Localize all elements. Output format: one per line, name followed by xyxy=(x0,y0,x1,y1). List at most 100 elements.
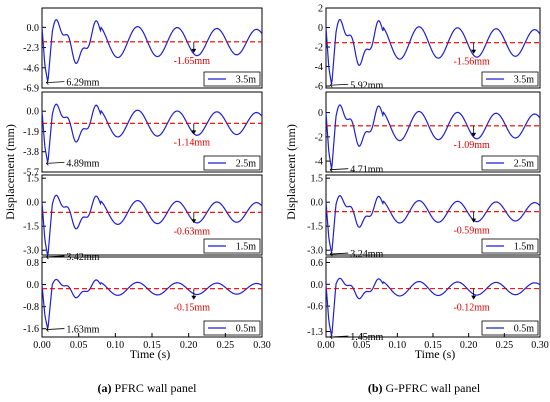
residual-arrow-head xyxy=(191,295,197,300)
legend-box xyxy=(481,238,539,254)
peak-arrow-head xyxy=(45,327,49,332)
left-caption-tag: (a) xyxy=(97,381,111,395)
residual-arrow-head xyxy=(471,132,477,137)
peak-arrow xyxy=(330,252,349,255)
x-tick-label: 0.30 xyxy=(253,340,271,351)
displacement-curve xyxy=(325,194,541,255)
x-tick-label: 0.15 xyxy=(424,340,442,351)
y-tick-label: -1.3 xyxy=(307,327,323,338)
x-tick-label: 0.10 xyxy=(107,340,125,351)
legend-label: 3.5m xyxy=(514,75,535,86)
y-tick-label: -3.0 xyxy=(307,246,323,257)
y-tick-label: 1.5 xyxy=(311,174,324,185)
x-tick-label: 0.15 xyxy=(143,340,161,351)
y-tick-label: -1.5 xyxy=(307,222,323,233)
displacement-curve xyxy=(325,104,541,170)
y-tick-label: -2.3 xyxy=(23,43,39,54)
panel-0-5m: 0.6 0.0 -0.6 -1.3 -0.12mm 1.45mm 0.5m xyxy=(307,256,541,343)
y-tick-label: -2 xyxy=(315,43,323,54)
peak-arrow-head xyxy=(45,80,49,85)
displacement-curve xyxy=(41,278,263,330)
left-x-axis-label: Time (s) xyxy=(130,347,171,361)
legend-box xyxy=(481,320,539,336)
peak-label: 1.45mm xyxy=(350,332,383,343)
legend-box xyxy=(481,71,539,87)
x-tick-label: 0.20 xyxy=(460,340,478,351)
panel-2-5m: 0 -2 -4 -1.09mm 4.71mm 2.5m xyxy=(315,91,541,176)
peak-arrow-head xyxy=(329,167,333,172)
left-caption: (a) PFRC wall panel xyxy=(97,381,197,395)
panel-frame xyxy=(325,7,541,89)
y-tick-label: 2 xyxy=(318,4,323,15)
x-tick-label: 0.25 xyxy=(217,340,235,351)
legend-label: 1.5m xyxy=(236,242,257,253)
residual-arrow-head xyxy=(191,48,197,53)
y-tick-label: 0.8 xyxy=(27,258,40,269)
peak-arrow xyxy=(330,83,349,86)
x-tick-label: 0.25 xyxy=(496,340,514,351)
legend-box xyxy=(481,155,539,171)
residual-label: -0.12mm xyxy=(453,303,490,314)
plot-layer: 0.0 -2.3 -4.6 -6.9 -1.65mm 6.29mm 3.5m 0.0 -1.9 -… xyxy=(23,4,549,352)
y-tick-label: -6 xyxy=(315,82,323,93)
peak-label: 1.63mm xyxy=(66,325,99,336)
left-caption-text: PFRC wall panel xyxy=(111,381,197,395)
legend-box xyxy=(203,238,261,254)
y-tick-label: 0.0 xyxy=(27,107,40,118)
y-tick-label: -4 xyxy=(315,62,323,73)
legend-label: 2.5m xyxy=(514,159,535,170)
peak-label: 5.92mm xyxy=(350,80,383,91)
residual-label: -1.56mm xyxy=(453,57,490,68)
peak-arrow xyxy=(330,168,349,171)
panel-2-5m: 0.0 -1.9 -3.8 -5.7 -1.14mm 4.89mm 2.5m xyxy=(23,91,263,179)
residual-arrow-head xyxy=(471,49,477,54)
y-tick-label: -4 xyxy=(315,157,323,168)
legend-box xyxy=(203,71,261,87)
legend-label: 0.5m xyxy=(236,324,257,335)
peak-label: 6.29mm xyxy=(66,78,99,89)
legend-label: 3.5m xyxy=(236,75,257,86)
peak-label: 3.24mm xyxy=(350,249,383,260)
residual-arrow-head xyxy=(471,218,477,223)
peak-label: 4.89mm xyxy=(66,158,99,169)
y-tick-label: -3.0 xyxy=(23,246,39,257)
y-tick-label: -1.9 xyxy=(23,127,39,138)
right-caption: (b) G-PFRC wall panel xyxy=(368,381,481,395)
legend-label: 2.5m xyxy=(236,159,257,170)
peak-arrow-head xyxy=(329,251,333,257)
x-tick-label: 0.00 xyxy=(317,340,335,351)
x-tick-label: 0.20 xyxy=(180,340,198,351)
panel-1-5m: 1.5 0.0 -1.5 -3.0 -0.59mm 3.24mm 1.5m xyxy=(307,174,541,260)
residual-label: -0.63mm xyxy=(174,226,211,237)
displacement-curve xyxy=(41,19,263,83)
displacement-curve xyxy=(325,277,541,338)
y-tick-label: -0.8 xyxy=(23,302,39,313)
x-tick-label: 0.30 xyxy=(531,340,549,351)
y-tick-label: -2 xyxy=(315,132,323,143)
y-tick-label: 0.0 xyxy=(311,198,324,209)
x-tick-label: 0.05 xyxy=(353,340,371,351)
y-tick-label: 1.5 xyxy=(27,174,40,185)
y-tick-label: -4.6 xyxy=(23,63,39,74)
residual-label: -1.14mm xyxy=(174,137,211,148)
y-tick-label: -0.6 xyxy=(307,302,323,313)
y-tick-label: -6.9 xyxy=(23,84,39,95)
y-tick-label: 0.0 xyxy=(27,23,40,34)
panel-0-5m: 0.8 0.0 -0.8 -1.6 -0.15mm 1.63mm 0.5m xyxy=(23,256,263,338)
panel-3-5m: 0.0 -2.3 -4.6 -6.9 -1.65mm 6.29mm 3.5m xyxy=(23,7,263,95)
panel-frame xyxy=(41,174,263,256)
legend-label: 0.5m xyxy=(514,324,535,335)
peak-arrow xyxy=(330,335,349,338)
legend-label: 1.5m xyxy=(514,242,535,253)
panel-frame xyxy=(325,91,541,173)
legend-box xyxy=(203,320,261,336)
legend-box xyxy=(203,155,261,171)
panel-frame xyxy=(41,91,263,173)
peak-arrow-head xyxy=(329,82,333,88)
residual-arrow-head xyxy=(191,130,197,135)
right-x-axis-label: Time (s) xyxy=(415,347,456,361)
chart-pfrc: 0.0 -2.3 -4.6 -6.9 -1.65mm 6.29mm 3.5m 0.0 -1.9 -… xyxy=(23,7,271,351)
right-caption-text: G-PFRC wall panel xyxy=(383,381,481,395)
peak-label: 4.71mm xyxy=(350,165,383,176)
